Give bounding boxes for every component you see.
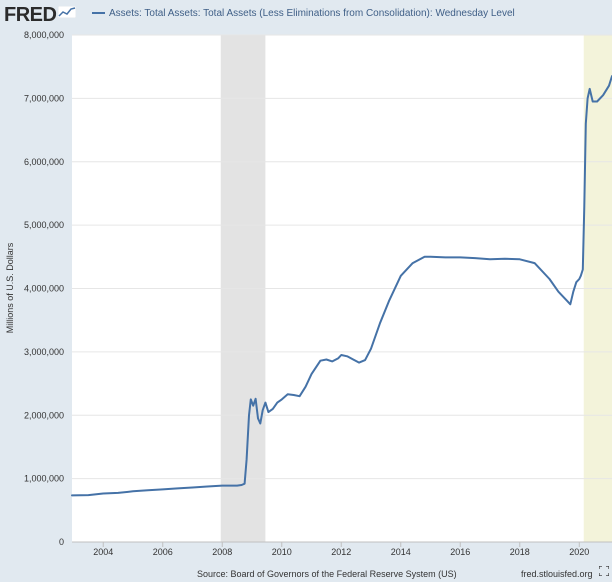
- x-tick-label: 2020: [569, 547, 589, 557]
- y-tick-label: 6,000,000: [24, 157, 64, 167]
- fred-logo[interactable]: FRED: [4, 4, 57, 26]
- chart-legend: Assets: Total Assets: Total Assets (Less…: [92, 8, 515, 19]
- x-tick-label: 2018: [510, 547, 530, 557]
- y-tick-label: 2,000,000: [24, 410, 64, 420]
- y-tick-label: 5,000,000: [24, 220, 64, 230]
- y-tick-label: 8,000,000: [24, 30, 64, 40]
- y-tick-label: 1,000,000: [24, 474, 64, 484]
- expand-icon[interactable]: [599, 566, 609, 576]
- y-tick-label: 7,000,000: [24, 93, 64, 103]
- source-note: Source: Board of Governors of the Federa…: [197, 569, 457, 579]
- x-axis: 2004 2006 2008 2010 2012 2014 2016 2018 2020: [93, 542, 589, 557]
- legend-series-label: Assets: Total Assets: Total Assets (Less…: [109, 8, 515, 19]
- gridlines: [72, 34, 612, 543]
- x-tick-label: 2014: [391, 547, 411, 557]
- series-line: [71, 75, 612, 497]
- site-link[interactable]: fred.stlouisfed.org: [521, 569, 593, 579]
- x-tick-label: 2004: [93, 547, 113, 557]
- x-tick-label: 2006: [153, 547, 173, 557]
- y-tick-label: 3,000,000: [24, 347, 64, 357]
- y-axis: 0 1,000,000 2,000,000 3,000,000 4,000,000 5,0…: [24, 30, 64, 547]
- x-tick-label: 2010: [272, 547, 292, 557]
- series-group: [71, 75, 612, 497]
- x-tick-label: 2016: [450, 547, 470, 557]
- y-tick-label: 0: [59, 537, 64, 547]
- y-axis-title: Millions of U.S. Dollars: [5, 242, 15, 333]
- y-tick-label: 4,000,000: [24, 284, 64, 294]
- x-tick-label: 2008: [212, 547, 232, 557]
- x-tick-label: 2012: [331, 547, 351, 557]
- legend-swatch: [92, 12, 105, 15]
- fred-logo-graph-icon: [58, 6, 76, 18]
